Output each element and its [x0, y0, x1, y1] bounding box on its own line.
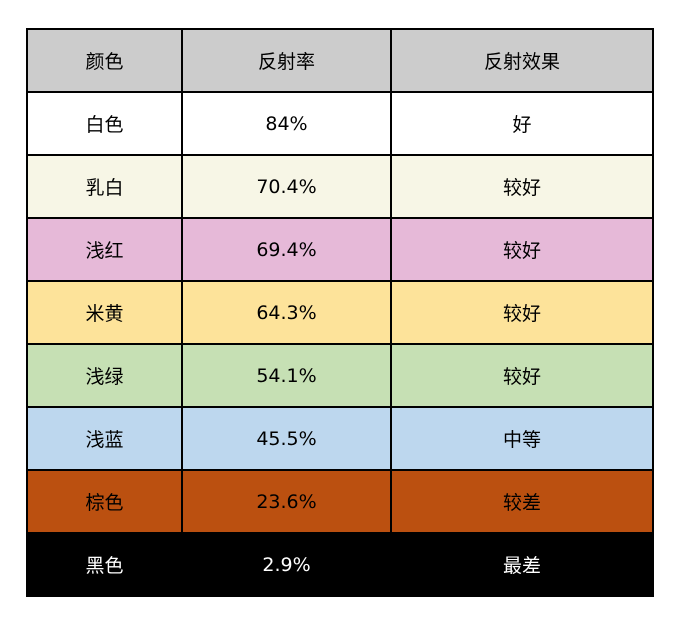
table-row: 白色 84% 好: [26, 91, 654, 156]
cell-effect: 中等: [390, 406, 654, 471]
cell-color: 乳白: [26, 154, 183, 219]
table-row: 棕色 23.6% 较差: [26, 469, 654, 534]
cell-reflectance: 84%: [181, 91, 392, 156]
cell-effect: 较好: [390, 280, 654, 345]
cell-reflectance: 70.4%: [181, 154, 392, 219]
cell-color: 浅绿: [26, 343, 183, 408]
table-row: 浅蓝 45.5% 中等: [26, 406, 654, 471]
header-reflectance: 反射率: [181, 28, 392, 93]
table-row: 浅红 69.4% 较好: [26, 217, 654, 282]
cell-effect: 较好: [390, 217, 654, 282]
table-row: 浅绿 54.1% 较好: [26, 343, 654, 408]
cell-color: 棕色: [26, 469, 183, 534]
cell-color: 浅红: [26, 217, 183, 282]
cell-effect: 较差: [390, 469, 654, 534]
header-effect: 反射效果: [390, 28, 654, 93]
table-row: 米黄 64.3% 较好: [26, 280, 654, 345]
cell-effect: 较好: [390, 154, 654, 219]
cell-reflectance: 54.1%: [181, 343, 392, 408]
cell-color: 白色: [26, 91, 183, 156]
cell-reflectance: 23.6%: [181, 469, 392, 534]
cell-reflectance: 2.9%: [181, 532, 392, 597]
cell-color: 浅蓝: [26, 406, 183, 471]
table-row: 乳白 70.4% 较好: [26, 154, 654, 219]
cell-reflectance: 64.3%: [181, 280, 392, 345]
cell-reflectance: 45.5%: [181, 406, 392, 471]
reflectance-table: 颜色 反射率 反射效果 白色 84% 好乳白 70.4% 较好 浅红 69.4% 较好 米黄 64…: [26, 28, 654, 597]
cell-effect: 最差: [390, 532, 654, 597]
header-color: 颜色: [26, 28, 183, 93]
cell-effect: 好: [390, 91, 654, 156]
cell-effect: 较好: [390, 343, 654, 408]
cell-color: 米黄: [26, 280, 183, 345]
cell-color: 黑色: [26, 532, 183, 597]
header-row: 颜色 反射率 反射效果: [26, 28, 654, 93]
cell-reflectance: 69.4%: [181, 217, 392, 282]
table-row: 黑色 2.9% 最差: [26, 532, 654, 597]
